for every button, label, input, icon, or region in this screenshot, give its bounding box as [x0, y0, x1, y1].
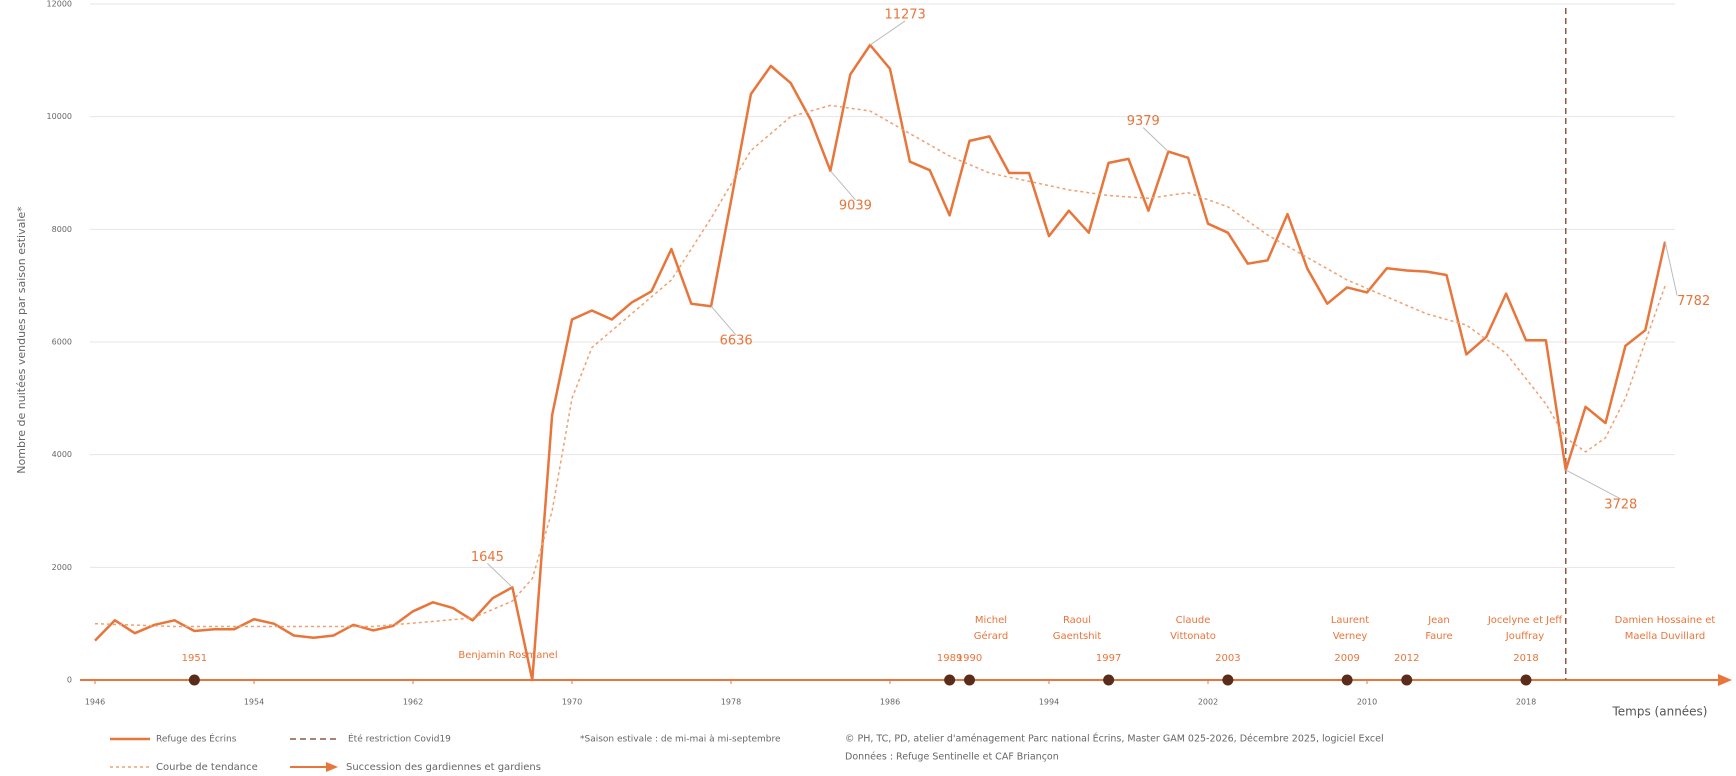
value-label: 7782: [1677, 294, 1710, 309]
value-label: 6636: [720, 334, 753, 349]
timeline-year: 1951: [182, 653, 207, 664]
timeline-year: 1989: [937, 653, 962, 664]
x-tick-label: 2018: [1516, 698, 1536, 707]
note: *Saison estivale : de mi-mai à mi-septem…: [580, 735, 781, 745]
data-line: [94, 43, 1667, 682]
timeline-dot: [1222, 674, 1234, 686]
timeline-dot: [1520, 674, 1532, 686]
label-leader: [1565, 469, 1621, 500]
guardian-name: Laurent: [1331, 615, 1369, 626]
guardian-name: Benjamin Rosmanel: [458, 650, 557, 661]
x-tick-label: 1978: [721, 698, 741, 707]
value-label: 9379: [1127, 114, 1160, 129]
label-leader: [1664, 241, 1678, 296]
legend-label: Été restriction Covid19: [348, 733, 451, 745]
legend-arrow: [326, 762, 338, 772]
timeline-dot: [188, 674, 200, 686]
legend-label: Courbe de tendance: [156, 762, 258, 773]
y-tick-label: 4000: [52, 450, 72, 459]
label-leader: [829, 170, 856, 201]
guardian-name: Jocelyne et Jeff: [1487, 615, 1563, 626]
timeline-dot: [1401, 674, 1413, 686]
label-leader: [1142, 127, 1169, 153]
guardian-name: Michel: [975, 615, 1007, 626]
credits: Données : Refuge Sentinelle et CAF Brian…: [845, 752, 1059, 763]
label-leader: [487, 562, 513, 588]
guardian-name: Faure: [1425, 631, 1452, 642]
value-label: 1645: [471, 550, 504, 565]
x-tick-label: 1994: [1039, 698, 1059, 707]
timeline-year: 1990: [957, 653, 982, 664]
timeline-year: 1997: [1096, 653, 1121, 664]
x-axis-label: Temps (années): [1612, 705, 1708, 719]
guardian-name: Gaentshit: [1053, 631, 1102, 642]
guardian-name: Jean: [1427, 615, 1450, 626]
timeline-year: 2012: [1394, 653, 1419, 664]
x-tick-label: 2010: [1357, 698, 1377, 707]
timeline-dot: [964, 674, 975, 686]
timeline-dot: [944, 674, 956, 686]
credits: © PH, TC, PD, atelier d'aménagement Parc…: [845, 733, 1384, 745]
x-tick-label: 1954: [244, 698, 264, 707]
x-tick-label: 1962: [403, 698, 423, 707]
y-axis-label: Nombre de nuitées vendues par saison est…: [15, 206, 28, 474]
guardian-name: Verney: [1333, 631, 1368, 642]
value-label: 9039: [839, 198, 872, 213]
guardian-name: Jouffray: [1505, 631, 1545, 642]
y-tick-label: 10000: [47, 112, 72, 121]
x-tick-label: 1986: [880, 698, 900, 707]
guardian-name: Damien Hossaine et: [1615, 615, 1716, 626]
x-tick-label: 1946: [85, 698, 105, 707]
guardian-name: Maella Duvillard: [1625, 631, 1705, 642]
timeline-year: 2018: [1513, 653, 1538, 664]
timeline-dot: [1103, 674, 1115, 686]
timeline-dot: [1341, 674, 1353, 686]
legend-label: Refuge des Écrins: [156, 733, 237, 745]
y-tick-label: 12000: [47, 0, 72, 9]
guardian-name: Raoul: [1063, 615, 1091, 626]
label-leader: [869, 20, 906, 46]
y-tick-label: 8000: [52, 225, 72, 234]
label-leader: [710, 305, 737, 336]
timeline-year: 2003: [1215, 653, 1240, 664]
guardian-name: Vittonato: [1170, 631, 1216, 642]
guardian-name: Gérard: [974, 630, 1008, 642]
x-tick-label: 1970: [562, 698, 582, 707]
value-label: 3728: [1604, 497, 1637, 512]
axis-arrow: [1718, 674, 1732, 686]
y-tick-label: 0: [67, 676, 72, 685]
value-label: 11273: [884, 7, 925, 22]
y-tick-label: 2000: [52, 563, 72, 572]
y-tick-label: 6000: [52, 338, 72, 347]
guardian-name: Claude: [1176, 615, 1211, 626]
timeline-year: 2009: [1334, 653, 1359, 664]
x-tick-label: 2002: [1198, 698, 1218, 707]
trend-line: [94, 104, 1666, 628]
legend-label: Succession des gardiennes et gardiens: [346, 762, 541, 773]
